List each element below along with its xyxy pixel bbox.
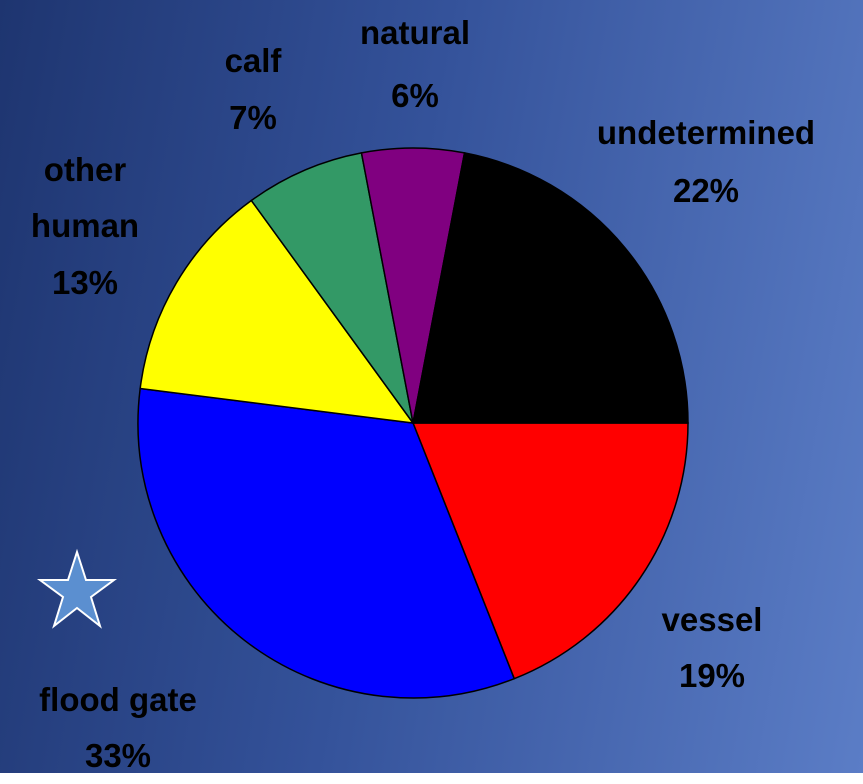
slice-label: vessel <box>661 601 763 638</box>
slice-value-label: 22% <box>672 172 740 209</box>
slice-value-label: 6% <box>391 77 439 114</box>
slice-label: other human <box>30 151 140 244</box>
pie-slice <box>411 422 689 680</box>
star-icon <box>36 548 118 629</box>
slice-label: calf <box>224 42 282 79</box>
slice-label: natural <box>359 14 471 51</box>
slice-value-label: 33% <box>84 737 152 774</box>
pie-slice <box>412 151 689 424</box>
slice-value-label: 19% <box>678 657 746 694</box>
pie-slice <box>137 387 516 699</box>
pie-slice <box>139 199 415 424</box>
slice-value-label: 7% <box>229 99 277 136</box>
slice-label: undetermined <box>596 114 816 151</box>
pie-slice <box>250 151 414 424</box>
slice-label: flood gate <box>39 681 197 718</box>
slice-value-label: 13% <box>51 264 119 301</box>
